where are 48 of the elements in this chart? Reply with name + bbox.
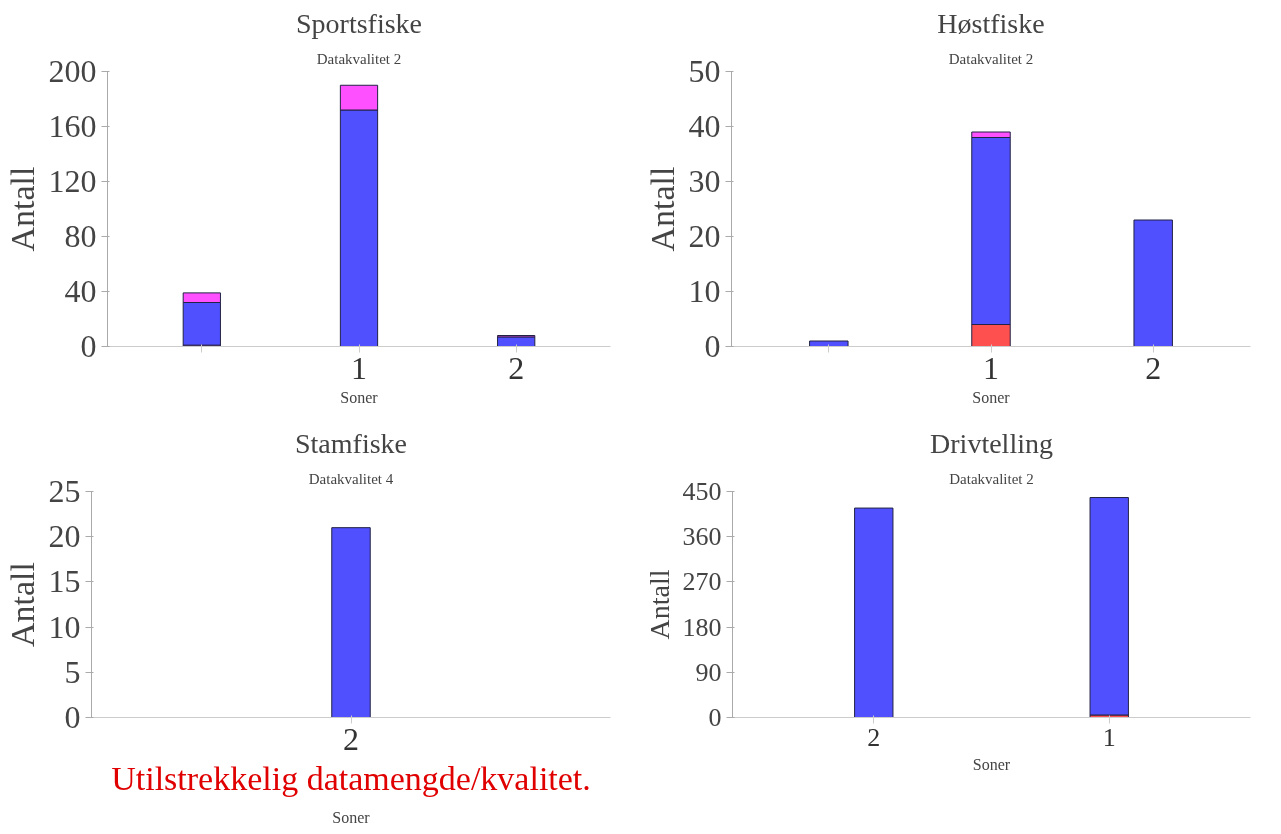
x-axis-title: Soner bbox=[972, 755, 1011, 773]
y-tick-label: 10 bbox=[688, 273, 721, 309]
y-tick-label: 15 bbox=[48, 563, 81, 600]
chart-title: Stamfiske bbox=[295, 427, 408, 459]
y-tick-label: 160 bbox=[48, 108, 97, 144]
chart-title: Sportsfiske bbox=[296, 7, 422, 39]
chart-title: Høstfiske bbox=[937, 7, 1045, 39]
y-tick-label: 30 bbox=[688, 163, 721, 199]
y-axis-title: Antall bbox=[643, 166, 681, 252]
y-tick-label: 40 bbox=[64, 273, 97, 309]
y-tick-label: 0 bbox=[708, 703, 722, 732]
x-axis-title: Soner bbox=[332, 808, 371, 826]
y-tick-label: 50 bbox=[688, 53, 721, 89]
y-tick-label: 270 bbox=[682, 567, 722, 597]
y-tick-label: 90 bbox=[695, 657, 722, 687]
y-tick-label: 0 bbox=[80, 328, 97, 364]
x-axis-title: Soner bbox=[972, 388, 1011, 406]
x-tick-label: 2 bbox=[508, 349, 525, 386]
y-tick-label: 80 bbox=[64, 218, 97, 254]
x-tick-label: 1 bbox=[983, 349, 999, 386]
x-axis-title: Soner bbox=[340, 388, 379, 406]
y-tick-label: 0 bbox=[704, 328, 721, 364]
chart-subtitle: Datakvalitet 2 bbox=[316, 50, 402, 67]
chart-subtitle: Datakvalitet 4 bbox=[308, 470, 394, 487]
x-tick-label: 2 bbox=[1145, 349, 1162, 386]
y-axis-title: Antall bbox=[643, 569, 675, 640]
y-tick-label: 40 bbox=[688, 108, 721, 144]
x-tick-label: 1 bbox=[351, 349, 367, 386]
y-tick-label: 20 bbox=[48, 518, 81, 555]
y-tick-label: 180 bbox=[682, 612, 722, 642]
x-tick-label: 2 bbox=[343, 720, 359, 757]
y-tick-label: 450 bbox=[682, 477, 722, 506]
y-tick-label: 10 bbox=[48, 608, 81, 645]
y-tick-label: 360 bbox=[682, 522, 722, 552]
x-tick-label: 2 bbox=[867, 722, 881, 752]
y-tick-label: 25 bbox=[48, 473, 81, 509]
y-axis-title: Antall bbox=[3, 166, 41, 252]
y-tick-label: 200 bbox=[48, 53, 97, 89]
x-tick-label: 1 bbox=[1102, 722, 1116, 752]
chart-subtitle: Datakvalitet 2 bbox=[948, 50, 1034, 67]
chart-subtitle: Datakvalitet 2 bbox=[949, 470, 1034, 487]
y-tick-label: 20 bbox=[688, 218, 721, 254]
chart-title: Drivtelling bbox=[930, 427, 1053, 459]
y-tick-label: 5 bbox=[64, 653, 81, 690]
y-tick-label: 120 bbox=[48, 163, 97, 199]
text: Utilstrekkelig datamengde/kvalitet. bbox=[111, 759, 591, 797]
y-tick-label: 0 bbox=[64, 699, 81, 735]
y-axis-title: Antall bbox=[3, 562, 41, 647]
